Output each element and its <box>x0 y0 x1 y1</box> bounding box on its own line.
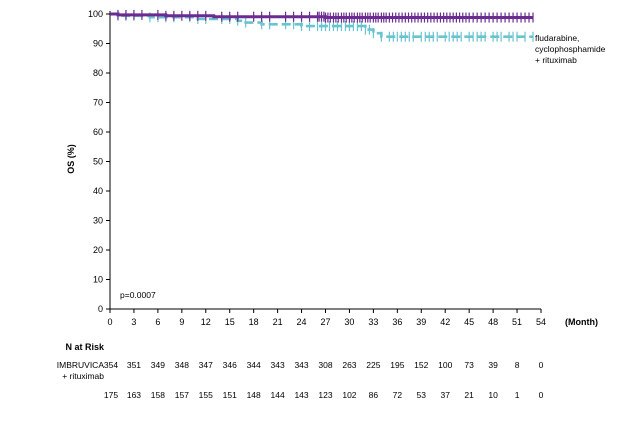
x-tick-label: 51 <box>512 317 522 327</box>
risk-count: 343 <box>294 360 308 370</box>
fcr-series-label: cyclophosphamide <box>535 44 606 54</box>
risk-count: 100 <box>438 360 452 370</box>
x-tick-label: 42 <box>440 317 450 327</box>
risk-count: 0 <box>539 390 544 400</box>
risk-count: 0 <box>539 360 544 370</box>
x-tick-label: 21 <box>273 317 283 327</box>
x-tick-label: 33 <box>368 317 378 327</box>
risk-count: 263 <box>342 360 356 370</box>
x-tick-label: 6 <box>155 317 160 327</box>
risk-count: 175 <box>104 390 118 400</box>
risk-count: 346 <box>223 360 237 370</box>
risk-count: 308 <box>318 360 332 370</box>
risk-count: 102 <box>342 390 356 400</box>
x-tick-label: 0 <box>107 317 112 327</box>
y-tick-label: 0 <box>98 304 103 314</box>
risk-count: 86 <box>369 390 379 400</box>
risk-count: 157 <box>175 390 189 400</box>
risk-count: 1 <box>515 390 520 400</box>
p-value-annotation: p=0.0007 <box>120 290 156 300</box>
y-tick-label: 30 <box>93 216 103 226</box>
risk-row-label: IMBRUVICA <box>57 360 105 370</box>
x-tick-label: 12 <box>201 317 211 327</box>
x-axis-label: (Month) <box>565 317 598 327</box>
y-tick-label: 100 <box>88 9 103 19</box>
series-layer <box>110 9 534 42</box>
x-tick-label: 48 <box>488 317 498 327</box>
risk-count: 155 <box>199 390 213 400</box>
risk-count: 347 <box>199 360 213 370</box>
x-tick-label: 36 <box>392 317 402 327</box>
y-tick-label: 10 <box>93 275 103 285</box>
x-tick-label: 54 <box>536 317 546 327</box>
risk-count: 158 <box>151 390 165 400</box>
risk-count: 39 <box>488 360 498 370</box>
y-axis-label: OS (%) <box>66 144 76 174</box>
risk-row-label: + rituximab <box>62 371 104 381</box>
y-tick-label: 20 <box>93 245 103 255</box>
x-tick-label: 30 <box>344 317 354 327</box>
y-tick-label: 60 <box>93 127 103 137</box>
y-tick-label: 40 <box>93 186 103 196</box>
x-tick-label: 18 <box>249 317 259 327</box>
fcr-series-label: + rituximab <box>535 55 577 65</box>
x-tick-label: 45 <box>464 317 474 327</box>
risk-count: 8 <box>515 360 520 370</box>
risk-count: 351 <box>127 360 141 370</box>
y-tick-label: 50 <box>93 157 103 167</box>
risk-count: 344 <box>247 360 261 370</box>
fcr-series-label: fludarabine, <box>535 33 579 43</box>
risk-count: 37 <box>440 390 450 400</box>
y-tick-label: 70 <box>93 98 103 108</box>
risk-count: 72 <box>393 390 403 400</box>
x-tick-label: 27 <box>320 317 330 327</box>
y-tick-label: 90 <box>93 39 103 49</box>
legend-layer: fludarabine,cyclophosphamide+ rituximab <box>535 33 606 65</box>
risk-count: 152 <box>414 360 428 370</box>
risk-count: 21 <box>464 390 474 400</box>
risk-table-title: N at Risk <box>65 342 105 352</box>
risk-count: 343 <box>271 360 285 370</box>
x-tick-label: 9 <box>179 317 184 327</box>
x-tick-label: 39 <box>416 317 426 327</box>
risk-count: 53 <box>417 390 427 400</box>
y-tick-label: 80 <box>93 68 103 78</box>
risk-count: 163 <box>127 390 141 400</box>
risk-count: 123 <box>318 390 332 400</box>
x-tick-label: 15 <box>225 317 235 327</box>
risk-count: 143 <box>294 390 308 400</box>
x-tick-label: 24 <box>297 317 307 327</box>
risk-count: 10 <box>488 390 498 400</box>
risk-count: 151 <box>223 390 237 400</box>
risk-count: 348 <box>175 360 189 370</box>
risk-count: 195 <box>390 360 404 370</box>
risk-count: 73 <box>464 360 474 370</box>
risk-count: 354 <box>104 360 118 370</box>
risk-count: 225 <box>366 360 380 370</box>
x-tick-label: 3 <box>131 317 136 327</box>
risk-count: 148 <box>247 390 261 400</box>
risk-count: 144 <box>271 390 285 400</box>
risk-count: 349 <box>151 360 165 370</box>
